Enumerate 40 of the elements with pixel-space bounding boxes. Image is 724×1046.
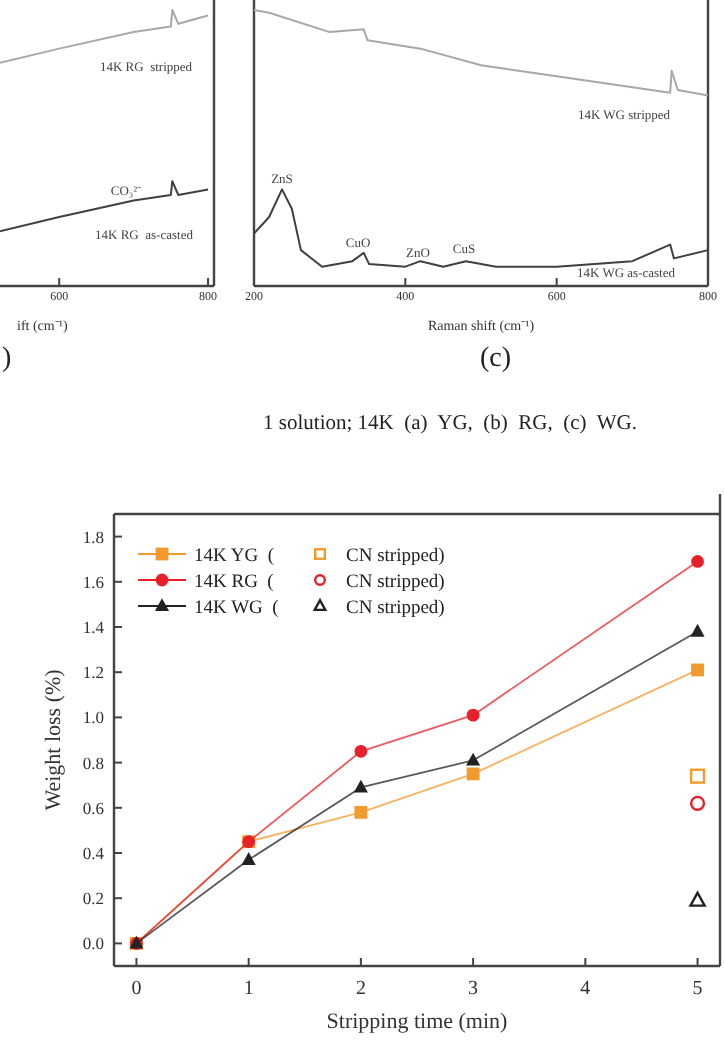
x-tick-label: 1	[243, 978, 254, 1000]
y-tick-label: 1.8	[82, 526, 104, 547]
point	[689, 795, 706, 811]
point	[691, 555, 704, 568]
y-tick-label: 0.8	[82, 752, 104, 773]
y-tick-label: 1.4	[82, 616, 106, 637]
legend-label: 14K WG (	[194, 598, 279, 619]
legend-label: 14K YG (	[194, 546, 275, 567]
point	[241, 852, 256, 865]
y-tick-label: 0.2	[82, 888, 104, 909]
legend-label: 14K RG (	[194, 572, 274, 593]
y-tick-label: 1.2	[82, 662, 104, 683]
point	[354, 805, 368, 819]
text: )	[2, 344, 12, 374]
y-tick-label: 1.0	[82, 707, 104, 728]
point	[353, 779, 368, 793]
legend-label: CN stripped)	[346, 546, 445, 567]
point	[466, 767, 480, 781]
y-tick-label: 0.4	[82, 842, 106, 863]
y-axis-title: Weight loss (%)	[42, 668, 66, 811]
legend-label: CN stripped)	[346, 572, 445, 593]
y-tick-label: 0.6	[82, 797, 104, 818]
point	[466, 708, 480, 722]
text: (c)	[480, 344, 512, 374]
x-tick-label: 0	[131, 978, 142, 1000]
x-tick-label: 3	[468, 978, 479, 1000]
legend-label: CN stripped)	[346, 598, 445, 619]
point	[689, 768, 706, 784]
x-axis-title: Stripping time (min)	[326, 1010, 509, 1034]
point	[691, 663, 704, 677]
point	[466, 752, 481, 766]
point	[689, 891, 706, 907]
point	[354, 744, 368, 758]
point	[690, 623, 705, 637]
y-tick-label: 1.6	[82, 571, 104, 592]
x-tick-label: 4	[580, 978, 591, 1000]
text: 1 solution; 14K (a) YG, (b) RG, (c) WG.	[263, 413, 637, 436]
x-tick-label: 2	[355, 978, 366, 1000]
y-tick-label: 0.0	[82, 933, 104, 954]
x-tick-label: 5	[692, 978, 703, 1000]
